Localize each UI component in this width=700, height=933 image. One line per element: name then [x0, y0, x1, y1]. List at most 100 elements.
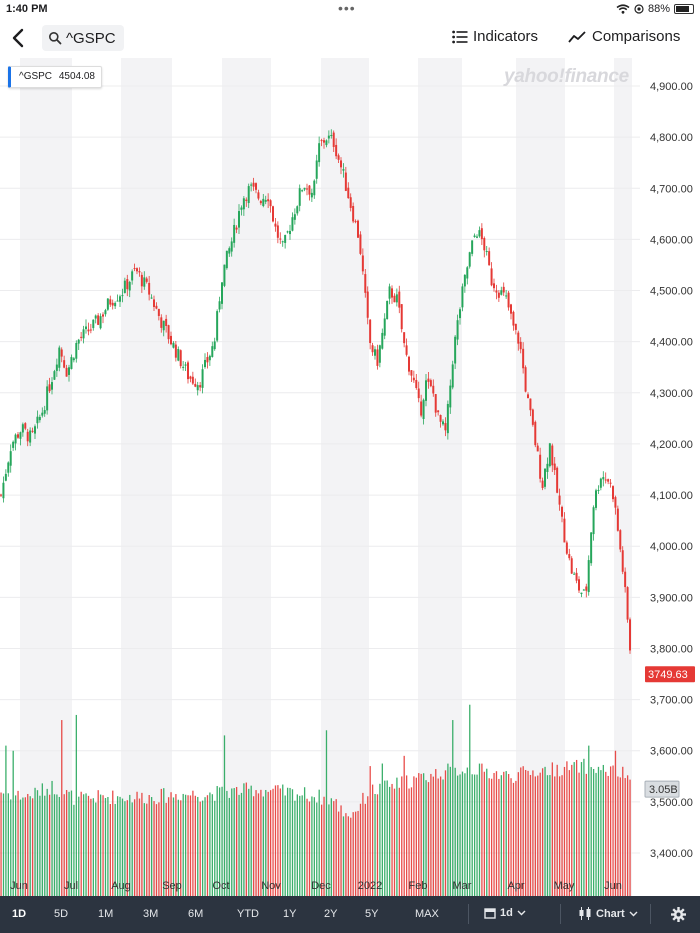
volume-bar — [48, 794, 51, 896]
candle-body — [281, 241, 284, 243]
volume-bar — [216, 786, 218, 896]
volume-bar — [12, 750, 14, 896]
candle-body — [602, 477, 605, 480]
candle — [136, 267, 138, 275]
range-1m[interactable]: 1M — [98, 908, 114, 920]
candle-body — [337, 155, 340, 160]
candle-body — [434, 394, 437, 413]
chart-svg[interactable]: 4,900.00 4,800.00 4,700.00 4,600.00 4,500.00… — [0, 58, 700, 896]
candle — [522, 342, 525, 374]
candle — [104, 308, 107, 317]
range-6m[interactable]: 6M — [188, 908, 204, 920]
candle — [502, 282, 505, 296]
candle-body — [26, 431, 29, 442]
range-1d[interactable]: 1D — [12, 908, 27, 920]
month-band — [222, 58, 271, 896]
chart-type-dropdown[interactable]: Chart — [578, 907, 638, 920]
candle-body — [378, 345, 381, 363]
volume-bar — [522, 766, 524, 896]
candle-body — [167, 325, 170, 340]
multitask-dots[interactable]: ••• — [338, 0, 356, 16]
volume-bar — [583, 758, 585, 896]
indicators-button[interactable]: Indicators — [452, 28, 538, 45]
range-3m[interactable]: 3M — [143, 908, 159, 920]
candle — [225, 250, 228, 270]
interval-dropdown[interactable]: 1d — [484, 907, 526, 919]
candle-body — [478, 230, 481, 237]
candle-body — [437, 410, 440, 413]
candle-body — [544, 468, 546, 487]
candle — [342, 163, 345, 178]
volume-bar — [447, 763, 449, 896]
volume-bar — [435, 769, 437, 896]
symbol-value-tag[interactable]: ^GSPC 4504.08 — [8, 66, 102, 88]
range-5y[interactable]: 5Y — [365, 908, 379, 920]
candle-body — [34, 426, 36, 434]
comparisons-button[interactable]: Comparisons — [568, 28, 680, 45]
volume-bar — [44, 795, 46, 896]
candle-body — [160, 317, 163, 328]
candle — [340, 157, 342, 175]
candle-body — [114, 302, 117, 307]
candle — [497, 290, 500, 302]
volume-bar — [7, 793, 9, 896]
range-ytd[interactable]: YTD — [237, 908, 259, 920]
candle-body — [87, 329, 90, 332]
candle — [546, 457, 549, 479]
indicators-label: Indicators — [473, 28, 539, 45]
status-bar: 1:40 PM ••• 88% — [0, 0, 700, 18]
candle — [279, 232, 282, 244]
status-right: 88% — [616, 3, 694, 15]
volume-bar — [345, 813, 347, 896]
volume-bar — [473, 774, 476, 896]
candle — [529, 398, 532, 417]
candle-body — [65, 367, 68, 377]
candle — [607, 478, 610, 485]
x-tick-label: Jun — [604, 880, 622, 892]
candle-body — [488, 251, 491, 266]
candle — [92, 319, 95, 331]
volume-bar — [194, 795, 196, 896]
volume-bar — [228, 797, 230, 896]
candle-body — [72, 358, 75, 361]
candle — [318, 136, 321, 167]
candle — [573, 571, 576, 575]
range-max[interactable]: MAX — [415, 908, 439, 920]
volume-bar — [563, 766, 566, 896]
symbol-search[interactable]: ^GSPC — [42, 25, 124, 51]
range-5d[interactable]: 5D — [54, 908, 69, 920]
volume-bar — [80, 791, 82, 896]
battery-percent: 88% — [647, 3, 670, 15]
volume-bar — [556, 764, 558, 896]
candle — [60, 347, 63, 363]
volume-bar — [109, 804, 111, 896]
candle — [568, 548, 571, 561]
candle-body — [267, 199, 270, 202]
candle-body — [255, 183, 257, 190]
x-tick-label: Feb — [409, 880, 428, 892]
candle — [172, 341, 175, 349]
volume-bar — [478, 763, 481, 896]
range-2y[interactable]: 2Y — [324, 908, 338, 920]
back-chevron-icon[interactable] — [8, 26, 30, 50]
volume-bar — [381, 763, 383, 896]
volume-bar — [97, 790, 99, 896]
candle-body — [182, 366, 185, 368]
candle-body — [386, 300, 389, 320]
range-1y[interactable]: 1Y — [283, 908, 297, 920]
candle-body — [517, 332, 520, 344]
gear-icon[interactable] — [671, 907, 686, 922]
y-tick-label: 3,500.00 — [650, 797, 693, 809]
candle — [459, 307, 461, 325]
volume-bar — [160, 788, 162, 896]
candle-body — [97, 315, 100, 325]
candle — [196, 381, 199, 396]
volume-bar — [415, 777, 417, 896]
candle-body — [143, 277, 146, 287]
price-chart[interactable]: 4,900.00 4,800.00 4,700.00 4,600.00 4,500.00… — [0, 58, 700, 896]
candle-body — [432, 385, 435, 394]
volume-bar — [112, 790, 114, 896]
x-tick-label: Dec — [311, 880, 331, 892]
candle — [391, 285, 393, 304]
volume-bar — [420, 773, 422, 896]
